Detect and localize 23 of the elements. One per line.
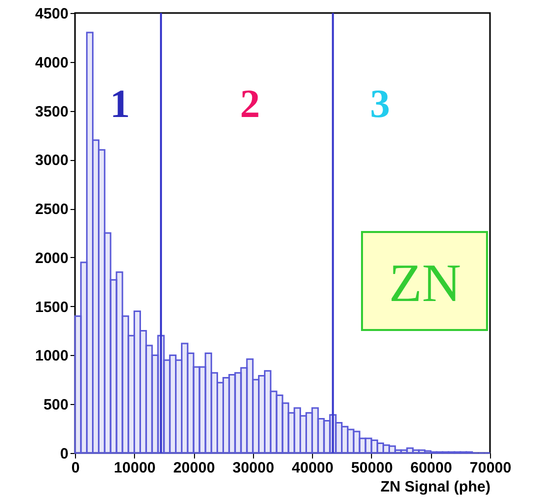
annotation: 2 [240,81,260,126]
y-tick-label: 0 [60,446,68,462]
x-tick-label: 0 [71,460,80,476]
y-tick-label: 2500 [35,201,68,218]
x-tick-label: 30000 [232,460,274,476]
x-tick-label: 40000 [292,460,334,476]
y-tick-label: 2000 [35,250,68,267]
x-axis-title: ZN Signal (phe) [380,478,490,496]
annotation: ZN [389,253,461,313]
y-tick-label: 3000 [35,152,68,170]
annotation: 1 [110,81,130,126]
x-tick-label: 20000 [173,460,215,476]
y-tick-label: 4000 [35,54,68,72]
annotation: 3 [370,81,390,126]
y-tick-label: 1000 [35,348,68,365]
x-tick-label: 50000 [351,460,393,476]
y-tick-label: 4500 [35,6,68,22]
y-tick-label: 500 [43,396,68,414]
x-tick-label: 10000 [114,460,156,476]
y-tick-label: 1500 [35,298,68,316]
x-tick-label: 70000 [470,460,512,476]
x-tick-label: 60000 [410,460,452,476]
y-tick-label: 3500 [35,103,68,120]
